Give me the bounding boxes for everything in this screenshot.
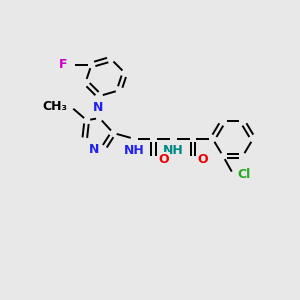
- Text: O: O: [158, 153, 169, 166]
- Text: NH: NH: [124, 144, 145, 157]
- Text: F: F: [59, 58, 68, 71]
- Text: N: N: [88, 143, 99, 156]
- Text: O: O: [198, 153, 208, 166]
- Text: N: N: [93, 101, 104, 114]
- Text: CH₃: CH₃: [42, 100, 67, 113]
- Text: Cl: Cl: [238, 168, 251, 181]
- Text: NH: NH: [163, 144, 184, 157]
